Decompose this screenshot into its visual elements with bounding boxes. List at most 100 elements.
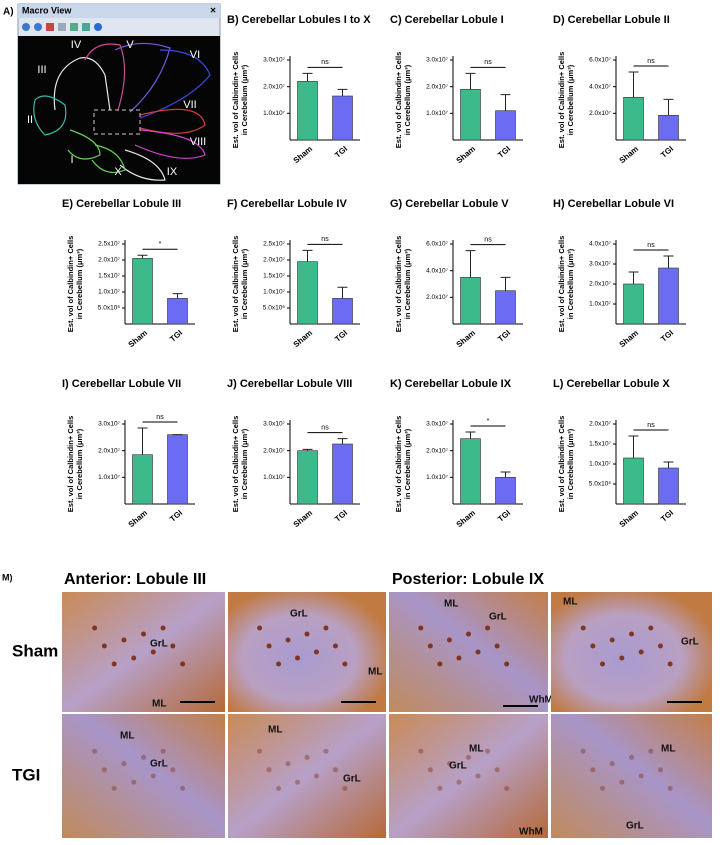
lobule-label: I <box>70 154 73 166</box>
x-tick-label: TGI <box>333 328 349 343</box>
cell-body <box>504 785 510 791</box>
region-label: ML <box>444 599 458 610</box>
region-label: ML <box>661 744 675 755</box>
significance-label: ns <box>321 59 329 66</box>
x-tick-label: Sham <box>618 328 640 349</box>
significance-label: * <box>159 241 162 248</box>
cell-body <box>427 643 433 649</box>
chart-title: G) Cerebellar Lobule V <box>390 198 509 210</box>
cell-body <box>131 779 137 785</box>
y-tick-label: 5.0x10⁶ <box>98 305 121 312</box>
title-text: Cerebellar Lobule VIII <box>240 378 352 390</box>
cell-body <box>170 643 176 649</box>
cell-body <box>92 748 98 754</box>
y-tick-label: 2.0x10⁷ <box>98 447 121 454</box>
cell-body <box>427 767 433 773</box>
bar <box>658 267 679 325</box>
cell-body <box>657 767 663 773</box>
error-bar <box>302 448 313 451</box>
cell-body <box>446 761 452 767</box>
lobule-label: V <box>126 39 134 51</box>
y-axis-label: in Cerebellum (μm³) <box>566 428 575 499</box>
cell-body <box>101 767 107 773</box>
close-button[interactable]: × <box>210 6 216 17</box>
region-label: ML <box>268 725 282 736</box>
y-tick-label: 1.5x10⁷ <box>263 273 286 280</box>
cell-body <box>466 754 471 760</box>
micrograph <box>551 714 712 838</box>
region-label: GrL <box>343 774 361 785</box>
column-header: Posterior: Lobule IX <box>392 571 544 588</box>
chart-title: B) Cerebellar Lobules I to X <box>227 14 371 26</box>
lobule-label: X <box>114 166 122 178</box>
significance-label: ns <box>484 237 492 244</box>
region-label: ML <box>563 597 577 608</box>
cell-body <box>446 637 452 643</box>
cell-body <box>600 661 606 667</box>
cell-body <box>648 748 654 754</box>
y-axis-label: in Cerebellum (μm³) <box>75 248 84 319</box>
y-tick-label: 3.0x10⁷ <box>263 57 286 64</box>
y-tick-label: 2.0x10⁷ <box>263 447 286 454</box>
y-tick-label: 2.0x10⁷ <box>426 294 449 301</box>
cell-body <box>609 761 615 767</box>
cell-body <box>494 767 500 773</box>
x-tick-label: Sham <box>618 144 640 165</box>
significance-label: * <box>487 418 490 425</box>
cell-body <box>92 625 98 631</box>
cell-body <box>332 767 338 773</box>
error-bar <box>337 286 348 299</box>
cell-body <box>485 748 491 754</box>
bar <box>132 454 153 505</box>
cell-body <box>257 625 263 631</box>
lobule-label: IV <box>71 39 82 51</box>
title-text: Cerebellar Lobule III <box>76 198 181 210</box>
y-tick-label: 2.0x10⁷ <box>589 421 612 428</box>
chart-title: E) Cerebellar Lobule III <box>62 198 181 210</box>
significance-label: ns <box>321 425 329 432</box>
title-text: Cerebellar Lobule IX <box>405 378 512 390</box>
y-tick-label: 2.0x10⁷ <box>263 83 286 90</box>
y-tick-label: 2.5x10⁷ <box>263 241 286 248</box>
cell-body <box>332 643 338 649</box>
region-label: GrL <box>290 609 308 620</box>
significance-label: ns <box>647 422 655 429</box>
x-tick-label: TGI <box>333 508 349 523</box>
cell-body <box>295 655 301 661</box>
y-tick-label: 3.0x10⁷ <box>426 421 449 428</box>
micrograph <box>551 592 712 712</box>
cell-body <box>648 625 654 631</box>
bar <box>623 457 644 505</box>
cell-body <box>160 748 166 754</box>
panel-label: L) <box>553 378 564 390</box>
panel-label: I) <box>62 378 69 390</box>
y-tick-label: 3.0x10⁷ <box>589 261 612 268</box>
region-label: ML <box>152 699 166 710</box>
y-axis-label: Est. vol of Calbindin+ Cells <box>231 416 240 512</box>
cell-body <box>667 785 673 791</box>
cell-body <box>580 625 586 631</box>
y-axis-label: Est. vol of Calbindin+ Cells <box>66 416 75 512</box>
panel-label: J) <box>227 378 237 390</box>
y-tick-label: 4.0x10⁷ <box>589 241 612 248</box>
micrograph <box>62 592 225 712</box>
cell-body <box>437 661 443 667</box>
y-tick-label: 3.0x10⁷ <box>426 57 449 64</box>
error-bar <box>663 98 674 116</box>
y-axis-label: in Cerebellum (μm³) <box>566 248 575 319</box>
chart-title: D) Cerebellar Lobule II <box>553 14 670 26</box>
y-axis-label: in Cerebellum (μm³) <box>403 248 412 319</box>
panel-label: C) <box>390 14 402 26</box>
x-tick-label: TGI <box>496 144 512 159</box>
error-bar <box>500 94 511 111</box>
bar <box>167 434 188 505</box>
cell-body <box>619 655 625 661</box>
panel-label: G) <box>390 198 403 210</box>
x-tick-label: TGI <box>496 508 512 523</box>
y-axis-label: Est. vol of Calbindin+ Cells <box>394 52 403 148</box>
cell-body <box>141 631 146 637</box>
cell-body <box>141 754 146 760</box>
y-axis-label: Est. vol of Calbindin+ Cells <box>557 236 566 332</box>
cell-body <box>180 785 186 791</box>
x-tick-label: Sham <box>292 508 314 529</box>
